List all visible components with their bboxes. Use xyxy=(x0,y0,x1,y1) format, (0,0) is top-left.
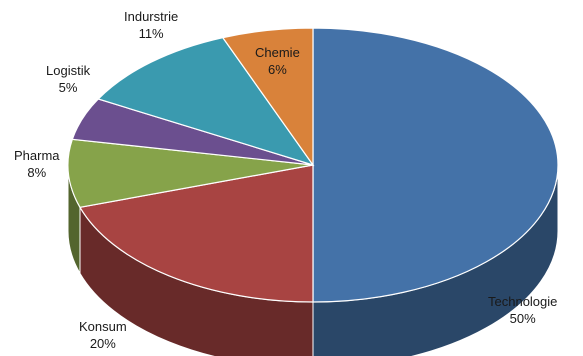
label-logistik: Logistik 5% xyxy=(46,62,90,96)
label-percent: 6% xyxy=(268,62,287,77)
pie-slice-chemie xyxy=(221,27,314,167)
label-percent: 11% xyxy=(138,26,164,41)
label-percent: 5% xyxy=(58,80,78,95)
label-name: Chemie xyxy=(255,45,300,60)
label-name: Indurstrie xyxy=(124,9,179,24)
label-percent: 8% xyxy=(27,165,47,180)
label-percent: 50% xyxy=(509,311,536,326)
label-name: Technologie xyxy=(488,294,558,309)
label-name: Logistik xyxy=(46,63,91,78)
pie-slice-pharma xyxy=(67,138,314,209)
label-chemie: Chemie 6% xyxy=(255,44,300,78)
pie-top-faces xyxy=(67,27,559,303)
label-name: Pharma xyxy=(14,148,60,163)
label-technologie: Technologie 50% xyxy=(488,293,557,327)
label-percent: 20% xyxy=(89,336,116,351)
label-konsum: Konsum 20% xyxy=(79,318,127,352)
pie-slice-konsum xyxy=(79,164,314,303)
label-name: Konsum xyxy=(79,319,127,334)
pie-slice-indurstrie xyxy=(97,36,315,167)
pie-slice-technologie xyxy=(312,27,559,303)
label-indurstrie: Indurstrie 11% xyxy=(124,8,178,42)
label-pharma: Pharma 8% xyxy=(14,147,60,181)
